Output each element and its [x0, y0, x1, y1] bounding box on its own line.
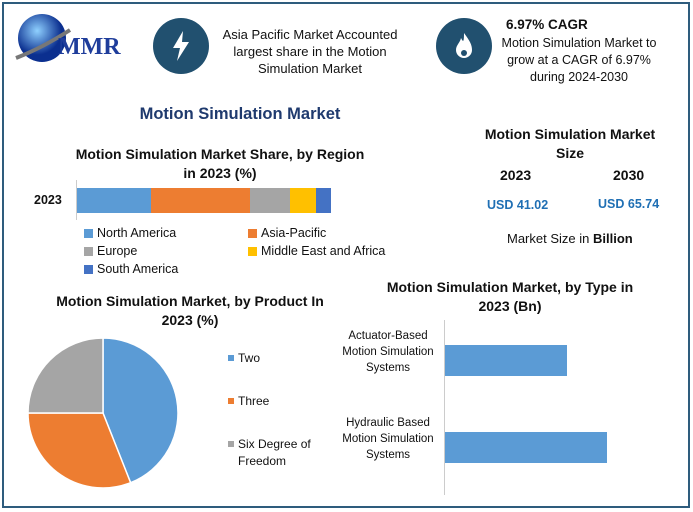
legend-item: Six Degree of Freedom: [228, 436, 323, 470]
logo: MMR: [12, 10, 137, 70]
legend-swatch: [228, 441, 234, 447]
legend-swatch: [228, 355, 234, 361]
region-axis: [76, 180, 77, 220]
cagr-heading: 6.97% CAGR: [506, 17, 588, 32]
legend-label: Six Degree of Freedom: [238, 437, 311, 468]
highlight-text: Asia Pacific Market Accounted largest sh…: [222, 27, 398, 76]
type-category-label: Actuator-Based Motion Simulation Systems: [342, 330, 434, 374]
legend-item: Middle East and Africa: [248, 244, 385, 258]
legend-label: South America: [97, 262, 179, 276]
region-stacked-bar: [77, 188, 331, 213]
legend-swatch: [248, 228, 257, 238]
legend-label: Middle East and Africa: [261, 244, 386, 258]
legend-swatch: [248, 246, 257, 256]
legend-item: Three: [228, 393, 323, 410]
main-title: Motion Simulation Market: [139, 105, 341, 123]
legend-label: Europe: [97, 244, 138, 258]
legend-item: Two: [228, 350, 323, 367]
note-prefix: Market Size in: [507, 231, 593, 246]
cagr-text: Motion Simulation Market to grow at a CA…: [501, 36, 657, 84]
legend-swatch: [84, 264, 93, 274]
region-segment: [290, 188, 316, 213]
type-bar: [445, 345, 567, 376]
region-segment: [315, 188, 331, 213]
year-2023: 2023: [500, 167, 532, 183]
type-bar: [445, 432, 607, 463]
type-category-label: Hydraulic Based Motion Simulation System…: [342, 417, 434, 461]
legend-label: Three: [238, 394, 270, 408]
legend-item: North America: [84, 226, 176, 240]
type-axis: [444, 320, 445, 495]
globe-icon: [15, 14, 72, 62]
legend-item: Asia-Pacific: [248, 226, 326, 240]
legend-label: Two: [238, 351, 261, 365]
region-chart-title: Motion Simulation Market Share, by Regio…: [75, 146, 365, 181]
region-segment: [77, 188, 151, 213]
region-category-label: 2023: [34, 193, 62, 207]
market-size-note: Market Size in Billion: [507, 231, 633, 246]
legend-swatch: [84, 228, 93, 238]
legend-swatch: [228, 398, 234, 404]
year-2030: 2030: [613, 167, 645, 183]
note-unit: Billion: [592, 231, 633, 246]
region-segment: [150, 188, 250, 213]
type-chart-title: Motion Simulation Market, by Type in 202…: [386, 279, 634, 314]
product-chart-title: Motion Simulation Market, by Product In …: [56, 293, 324, 328]
pie-slice: [27, 412, 132, 489]
value-2023: USD 41.02: [487, 198, 549, 212]
legend-label: North America: [97, 226, 177, 240]
product-pie-chart: [27, 337, 179, 489]
pie-slice: [102, 337, 179, 484]
market-size-title: Motion Simulation Market Size: [484, 126, 656, 161]
pie-slice: [27, 337, 104, 414]
legend-item: South America: [84, 262, 178, 276]
value-2030: USD 65.74: [598, 197, 660, 211]
legend-label: Asia-Pacific: [261, 226, 327, 240]
logo-text: MMR: [58, 34, 121, 60]
legend-item: Europe: [84, 244, 137, 258]
lightning-icon: [153, 18, 209, 74]
legend-swatch: [84, 246, 93, 256]
region-segment: [249, 188, 291, 213]
flame-icon: [436, 18, 492, 74]
